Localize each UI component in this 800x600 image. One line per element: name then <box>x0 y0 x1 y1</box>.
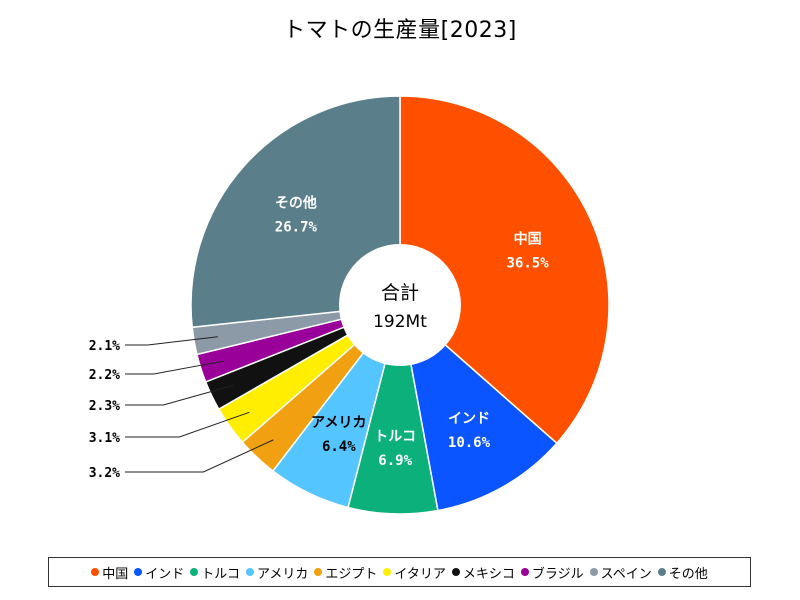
leader-line <box>125 384 234 406</box>
legend-label: イタリア <box>394 566 446 582</box>
legend-dot-icon <box>520 568 529 576</box>
pie-slice-2 <box>398 303 558 512</box>
pie-slice-10 <box>190 95 401 329</box>
legend-item: アメリカ <box>246 563 308 582</box>
legend-item: インド <box>134 563 184 582</box>
slice-percent-label: 2.2% <box>89 368 120 383</box>
legend-label: エジプト <box>325 566 378 582</box>
legend-label: メキシコ <box>462 566 515 582</box>
slice-category-label: インド <box>448 411 490 427</box>
center-total-label: 合計 <box>380 282 419 304</box>
leader-line <box>125 360 224 375</box>
slice-percent-label: 2.1% <box>89 339 120 354</box>
chart-title: トマトの生産量[2023] <box>283 18 517 43</box>
slice-percent-label: 3.2% <box>89 466 120 481</box>
leader-line <box>125 336 218 346</box>
legend-dot-icon <box>314 568 323 576</box>
legend-dot-icon <box>134 568 143 576</box>
legend-item: エジプト <box>314 563 377 582</box>
slice-percent-label: 2.3% <box>89 399 120 414</box>
legend-dot-icon <box>589 568 598 576</box>
legend-item: 中国 <box>91 563 128 582</box>
legend-label: スペイン <box>600 566 652 582</box>
slice-percent-label: 10.6% <box>448 435 491 451</box>
slice-category-label: その他 <box>275 194 317 211</box>
slice-category-label: アメリカ <box>311 415 366 431</box>
leader-line <box>125 411 250 438</box>
legend-label: トルコ <box>201 566 241 582</box>
legend-item: ブラジル <box>520 563 584 582</box>
legend-label: その他 <box>668 566 708 582</box>
legend-dot-icon <box>246 568 255 576</box>
legend-item: その他 <box>657 563 708 582</box>
slice-percent-label: 6.9% <box>378 453 412 469</box>
slice-percent-label: 36.5% <box>507 255 550 271</box>
slice-category-label: トルコ <box>374 429 416 445</box>
legend: 中国 インド トルコ アメリカ エジプト イタリア メキシコ ブラジル スペイン その他 <box>48 557 751 587</box>
legend-dot-icon <box>383 568 392 576</box>
legend-item: スペイン <box>589 563 652 582</box>
legend-dot-icon <box>451 568 460 576</box>
legend-label: インド <box>145 566 185 582</box>
legend-dot-icon <box>190 568 199 576</box>
pie-slice-1 <box>399 95 610 445</box>
slice-percent-label: 3.1% <box>89 431 120 446</box>
legend-label: アメリカ <box>257 566 309 582</box>
legend-label: ブラジル <box>531 566 584 582</box>
slice-percent-label: 26.7% <box>275 219 318 235</box>
donut-hole <box>339 244 461 366</box>
slice-category-label: 中国 <box>514 230 542 247</box>
legend-dot-icon <box>91 568 100 576</box>
legend-dot-icon <box>657 568 666 576</box>
legend-label: 中国 <box>102 566 129 582</box>
legend-item: メキシコ <box>451 563 515 582</box>
legend-item: イタリア <box>383 563 446 582</box>
center-total-value: 192Mt <box>373 312 427 332</box>
legend-item: トルコ <box>190 563 240 582</box>
slice-percent-label: 6.4% <box>322 439 356 455</box>
leader-line <box>125 439 274 473</box>
